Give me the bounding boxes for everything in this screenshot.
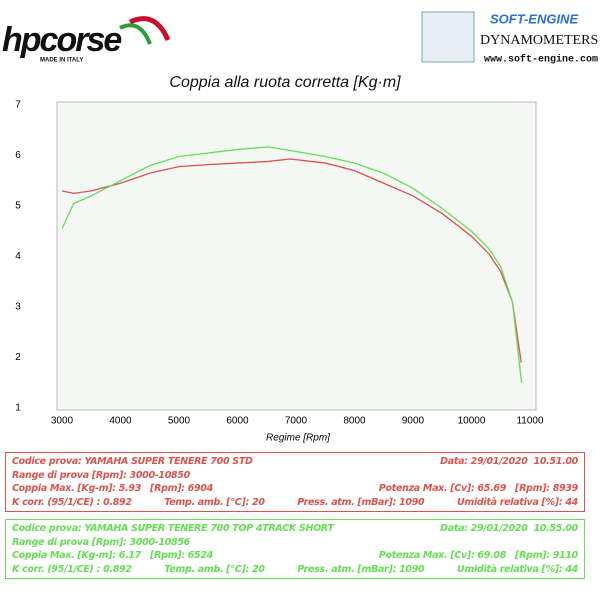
x-tick-label: 4000 [109, 416, 132, 427]
info-text: K corr. (95/1/CE) : 0.892 [12, 563, 132, 575]
info-text: Range di prova [Rpm]: 3000-10850 [12, 469, 190, 481]
info-box: Codice prova: YAMAHA SUPER TENERE 700 ST… [5, 452, 585, 512]
partner-url: www.soft-engine.com [484, 54, 598, 66]
x-tick-label: 7000 [285, 416, 308, 427]
line-series [61, 158, 522, 363]
info-text: Codice prova: YAMAHA SUPER TENERE 700 TO… [12, 523, 334, 534]
line-series [61, 146, 523, 383]
info-row: Coppia Max. [Kg-m]: 5.93 [Rpm]: 6904 Pote… [12, 482, 578, 496]
x-tick-label: 10000 [458, 416, 486, 427]
info-row: Range di prova [Rpm]: 3000-10850 [12, 469, 578, 483]
info-text: Coppia Max. [Kg-m]: 5.93 [Rpm]: 6904 [12, 483, 213, 494]
partner-icon [421, 11, 475, 63]
info-text: Range di prova [Rpm]: 3000-10856 [12, 536, 190, 548]
info-text: Umidità relativa [%]: 44 [456, 563, 578, 575]
info-text: Temp. amb. [°C]: 20 [164, 563, 265, 575]
info-text: Potenza Max. [Cv]: 69.08 [Rpm]: 9110 [378, 550, 578, 561]
chart: hpcorse MADE IN ITALY SOFT-ENGINE DYNAMO… [2, 11, 598, 444]
logo-swoosh [128, 16, 171, 42]
x-tick-label: 6000 [226, 416, 249, 427]
partner-tagline: DYNAMOMETERS [480, 33, 598, 48]
logo-swoosh [119, 23, 152, 45]
brand-logo: hpcorse [2, 21, 121, 59]
y-tick-label: 4 [15, 251, 21, 262]
brand-tagline: MADE IN ITALY [40, 58, 83, 64]
info-row: Codice prova: YAMAHA SUPER TENERE 700 ST… [12, 455, 578, 469]
info-text: Potenza Max. [Cv]: 65.69 [Rpm]: 8939 [378, 483, 578, 494]
info-row: K corr. (95/1/CE) : 0.892 Temp. amb. [°C]… [12, 563, 578, 577]
partner-logo: SOFT-ENGINE [490, 11, 578, 26]
info-text: K corr. (95/1/CE) : 0.892 [12, 496, 132, 508]
info-text: Coppia Max. [Kg-m]: 6.17 [Rpm]: 6524 [12, 550, 213, 561]
y-tick-label: 3 [15, 302, 21, 313]
x-tick-label: 5000 [168, 416, 191, 427]
y-tick-label: 6 [15, 150, 21, 161]
info-text: Codice prova: YAMAHA SUPER TENERE 700 ST… [12, 456, 253, 467]
info-text: Press. atm. [mBar]: 1090 [297, 563, 425, 575]
x-tick-label: 3000 [51, 416, 74, 427]
y-tick-label: 1 [15, 403, 21, 414]
info-text: Data: 29/01/2020 10.55.00 [440, 523, 578, 534]
info-text: Umidità relativa [%]: 44 [456, 496, 578, 508]
x-tick-label: 9000 [402, 416, 425, 427]
y-tick-label: 2 [15, 352, 21, 363]
y-tick-label: 5 [15, 201, 21, 212]
info-text: Press. atm. [mBar]: 1090 [297, 496, 425, 508]
info-row: Codice prova: YAMAHA SUPER TENERE 700 TO… [12, 522, 578, 536]
x-axis-label: Regime [Rpm] [266, 433, 330, 444]
y-tick-label: 7 [15, 100, 21, 111]
chart-title: Coppia alla ruota corretta [Kg·m] [169, 74, 401, 91]
info-row: K corr. (95/1/CE) : 0.892 Temp. amb. [°C]… [12, 496, 578, 510]
x-tick-label: 11000 [516, 416, 544, 427]
info-text: Temp. amb. [°C]: 20 [164, 496, 265, 508]
info-box: Codice prova: YAMAHA SUPER TENERE 700 TO… [5, 519, 585, 579]
x-tick-label: 8000 [343, 416, 366, 427]
info-text: Data: 29/01/2020 10.51.00 [440, 456, 578, 467]
info-row: Range di prova [Rpm]: 3000-10856 [12, 536, 578, 550]
info-row: Coppia Max. [Kg-m]: 6.17 [Rpm]: 6524 Pote… [12, 549, 578, 563]
plot-area [56, 101, 537, 411]
